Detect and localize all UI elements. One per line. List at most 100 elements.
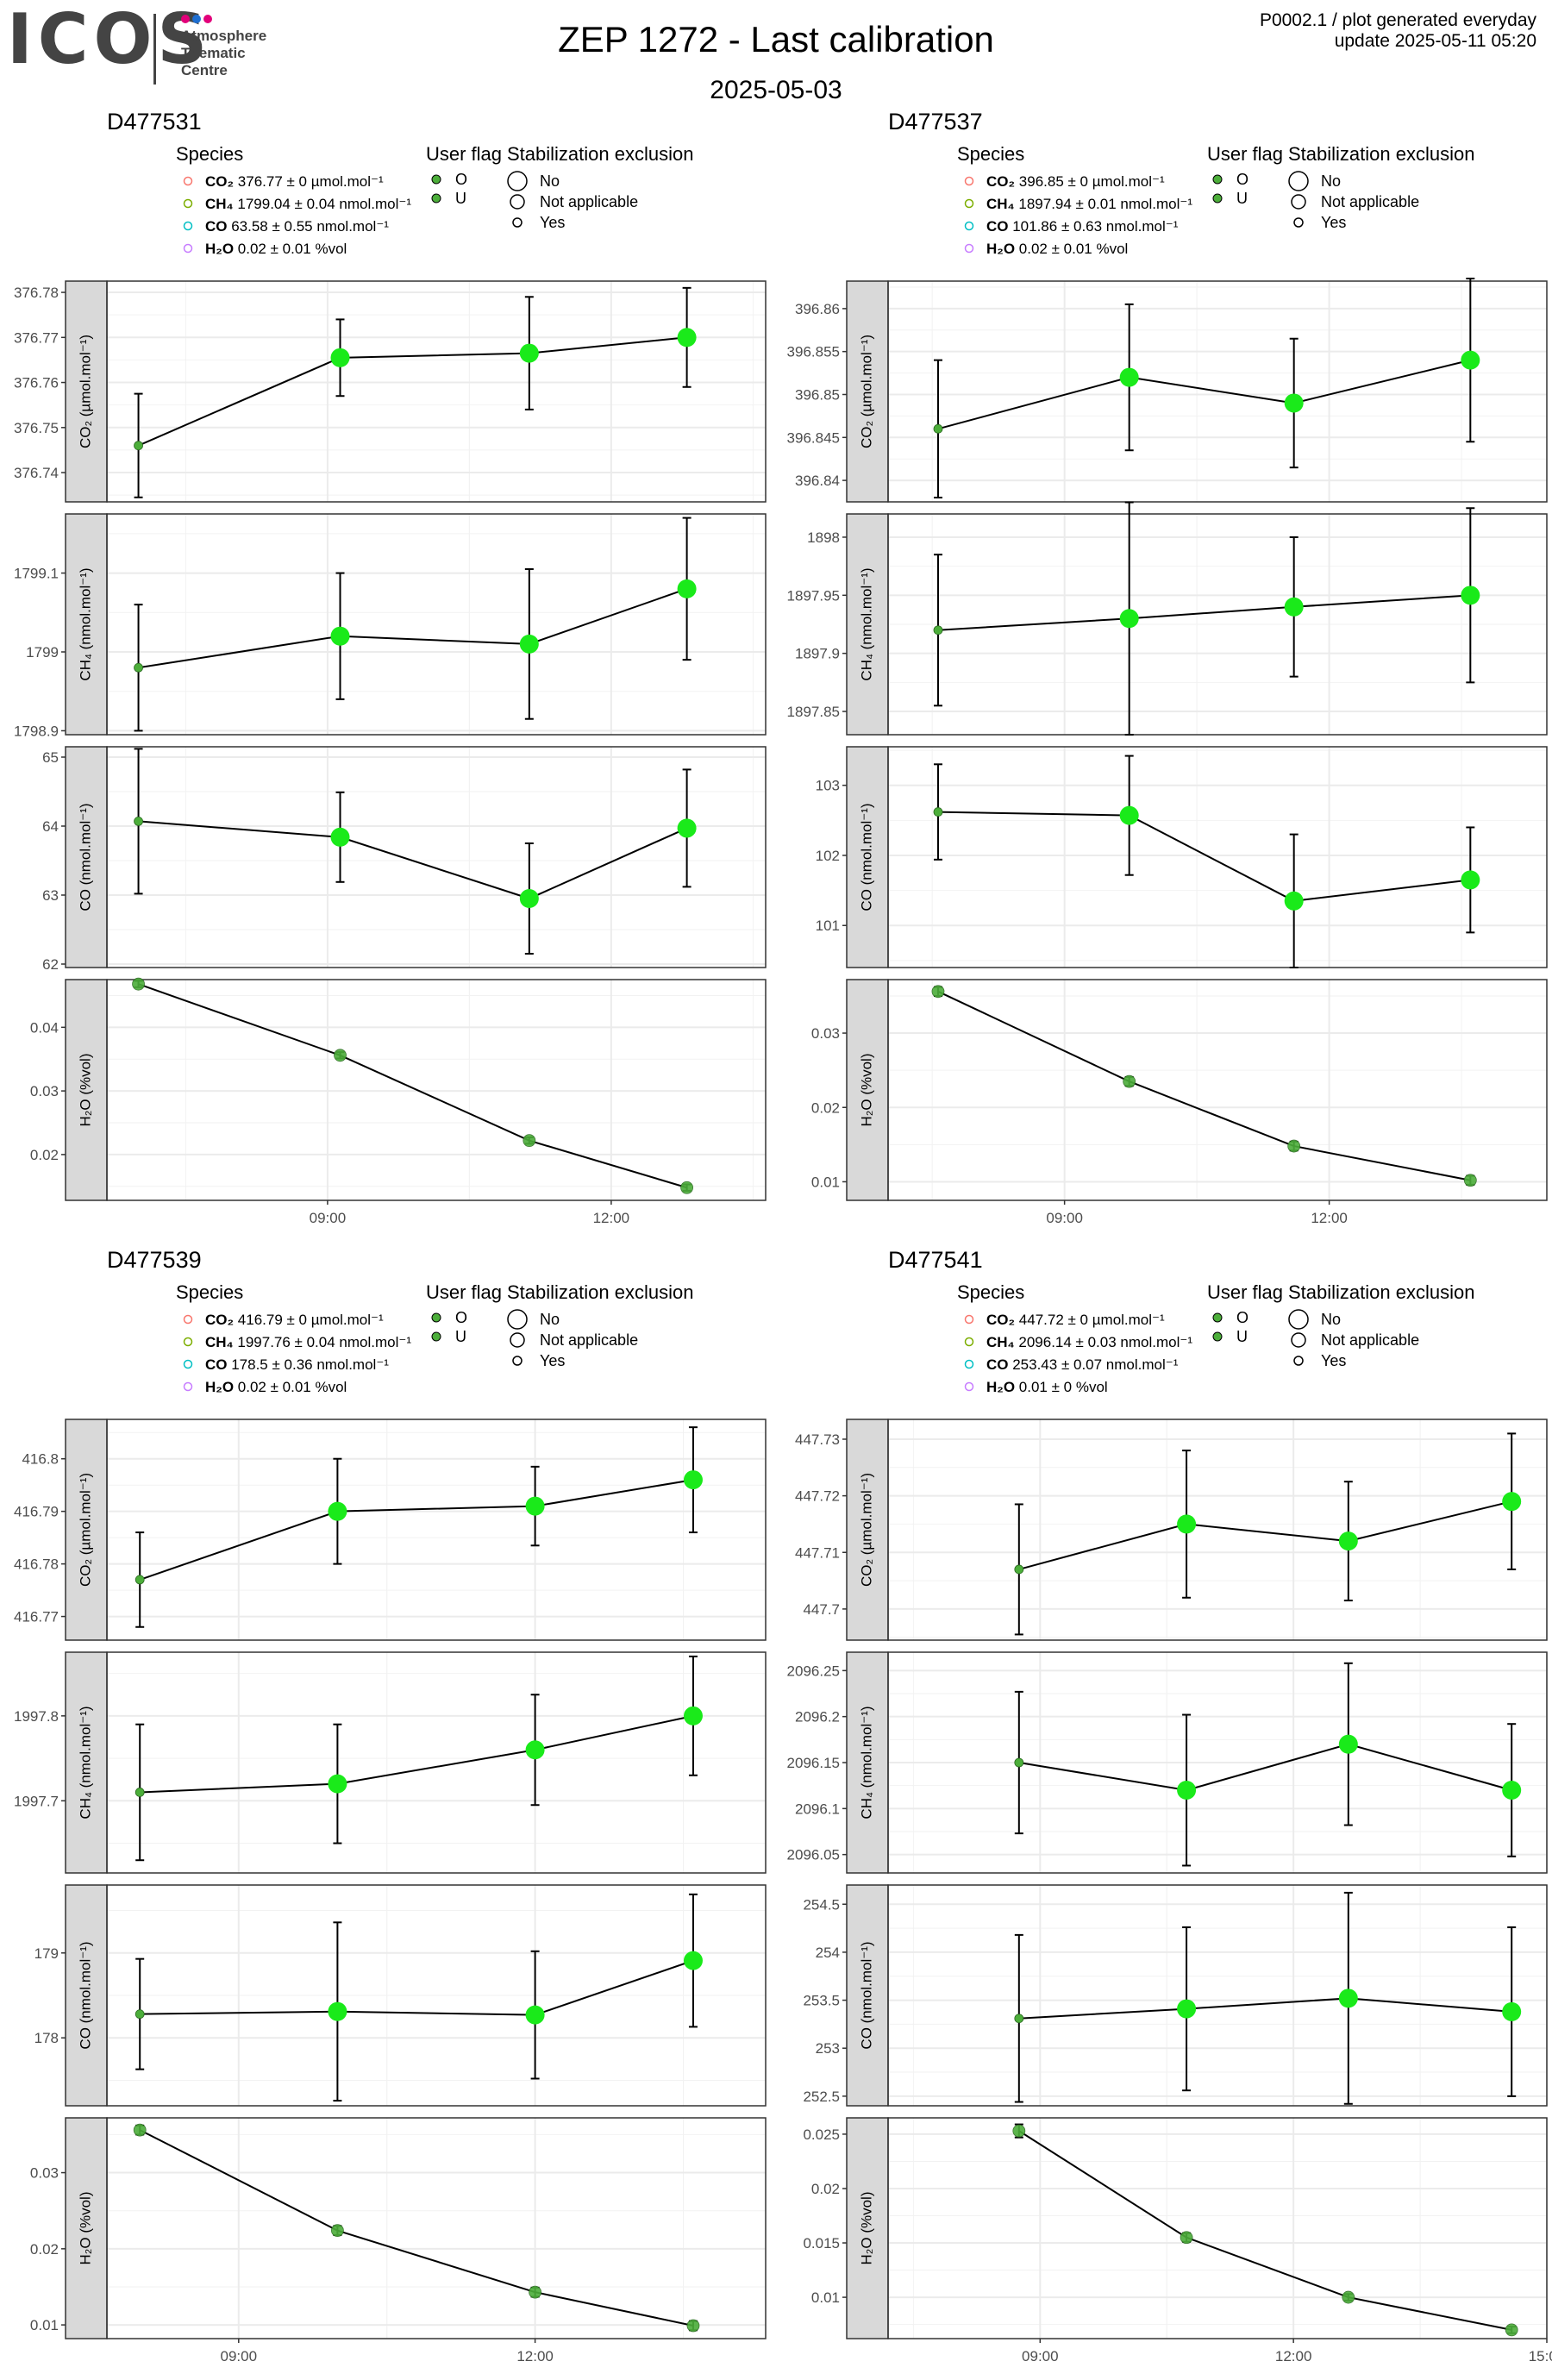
data-point: [1177, 1514, 1197, 1534]
legend-species-key: [183, 198, 193, 209]
legend-species-name: CH₄: [205, 1334, 234, 1350]
legend-species-name: H₂O: [205, 241, 234, 257]
panel-ylabel: CH₄ (nmol.mol⁻¹): [858, 1706, 874, 1819]
y-tick-label: 1897.85: [787, 704, 840, 720]
legend-species-title: Species: [176, 143, 243, 165]
panel: H₂O (%vol) 0.01 0.02 0.03 09:00 12:00: [811, 979, 1548, 1226]
panel-frame: [106, 979, 767, 1201]
legend-stab-label: Yes: [540, 1352, 565, 1369]
legend-species-title: Species: [957, 1281, 1024, 1303]
y-tick-label: 2096.1: [795, 1801, 840, 1817]
page-subtitle: 2025-05-03: [710, 76, 842, 104]
legend-flag-title: User flag: [426, 143, 502, 165]
y-tick-label: 376.77: [14, 329, 59, 346]
legend-species-value: 2096.14 ± 0.03 nmol.mol⁻¹: [1015, 1334, 1193, 1350]
data-point: [519, 634, 539, 654]
legend-species-key: [964, 1314, 974, 1325]
y-tick-label: 447.7: [803, 1601, 840, 1618]
data-point: [523, 1134, 536, 1148]
panel-ylabel: CO₂ (µmol.mol⁻¹): [858, 1473, 874, 1587]
logo-divider: [153, 14, 156, 85]
legend-stab-key: [1293, 1356, 1304, 1366]
y-tick-label: 0.04: [30, 1019, 59, 1036]
data-point: [133, 2123, 147, 2137]
y-tick-label: 0.01: [811, 2289, 840, 2306]
panel-frame: [106, 513, 767, 736]
series-line: [937, 594, 1471, 631]
x-tick-label: 09:00: [221, 2348, 258, 2364]
legend-flag-label: U: [455, 190, 466, 207]
panel: CO₂ (µmol.mol⁻¹) 376.74 376.75 376.76 376.77…: [14, 280, 767, 503]
series-line: [1018, 2130, 1512, 2331]
y-tick-label: 0.01: [811, 1174, 840, 1190]
x-tick-label: 12:00: [1275, 2348, 1312, 2364]
data-point: [1119, 367, 1139, 387]
x-tick-label: 09:00: [1022, 2348, 1059, 2364]
legend-species-name: CO₂: [205, 173, 234, 190]
legend-flag-label: O: [455, 1309, 467, 1326]
y-tick-label: 396.85: [795, 386, 840, 403]
data-point: [334, 1049, 347, 1062]
y-tick-label: 1997.8: [14, 1708, 59, 1725]
legend-species-label: H₂O 0.01 ± 0 %vol: [986, 1379, 1108, 1395]
panel-frame: [887, 2117, 1548, 2339]
data-point: [931, 985, 945, 999]
panel-ylabel: CO₂ (µmol.mol⁻¹): [77, 1473, 93, 1587]
legend-stab-label: Not applicable: [540, 1331, 638, 1349]
chart-title: D477531: [107, 109, 202, 135]
panel-ylabel: CO (nmol.mol⁻¹): [77, 803, 93, 911]
data-point: [933, 807, 943, 817]
series-line: [138, 820, 688, 900]
panel-ylabel: H₂O (%vol): [858, 2192, 874, 2265]
legend-stab-key: [507, 1309, 528, 1330]
legend-species-value: 447.72 ± 0 µmol.mol⁻¹: [1015, 1312, 1165, 1328]
legend-species-label: CO 253.43 ± 0.07 nmol.mol⁻¹: [986, 1356, 1179, 1373]
legend-flag-label: O: [1236, 171, 1248, 188]
panel-strip: [846, 2117, 889, 2339]
data-point: [677, 579, 697, 598]
legend-species-key: [964, 1359, 974, 1369]
data-point: [519, 343, 539, 363]
legend-stab-key: [1291, 194, 1306, 210]
legend-flag-label: U: [1236, 190, 1248, 207]
chart-title: D477539: [107, 1247, 202, 1273]
panel-frame: [106, 1419, 767, 1641]
panel-ylabel: H₂O (%vol): [77, 1054, 93, 1127]
data-point: [1119, 609, 1139, 629]
legend-species-value: 178.5 ± 0.36 nmol.mol⁻¹: [228, 1356, 390, 1373]
logo-subtitle: Atmosphere Thematic Centre: [181, 28, 267, 78]
panel-frame: [887, 280, 1548, 503]
page-title: ZEP 1272 - Last calibration: [558, 19, 994, 60]
data-point: [1461, 350, 1480, 370]
legend-stab-key: [507, 171, 528, 191]
panel: CH₄ (nmol.mol⁻¹) 1897.85 1897.9 1897.95 1898: [787, 501, 1548, 736]
plot-meta: P0002.1 / plot generated everyday update…: [1260, 10, 1536, 52]
y-tick-label: 0.03: [30, 2165, 59, 2182]
data-point: [135, 1788, 145, 1797]
legend-species-value: 1799.04 ± 0.04 nmol.mol⁻¹: [234, 196, 412, 212]
data-point: [135, 2009, 145, 2020]
meta-line-1: P0002.1 / plot generated everyday: [1259, 10, 1536, 30]
legend-species-value: 1997.76 ± 0.04 nmol.mol⁻¹: [234, 1334, 412, 1350]
legend-species-value: 0.02 ± 0.01 %vol: [1015, 241, 1128, 257]
legend-species-value: 101.86 ± 0.63 nmol.mol⁻¹: [1009, 218, 1179, 235]
y-tick-label: 62: [42, 956, 59, 973]
y-tick-label: 0.03: [811, 1025, 840, 1042]
panel-strip: [65, 280, 108, 503]
legend-species-label: CO₂ 447.72 ± 0 µmol.mol⁻¹: [986, 1312, 1165, 1328]
data-point: [1342, 2290, 1355, 2304]
x-tick-label: 09:00: [1046, 1210, 1083, 1226]
data-point: [330, 2224, 344, 2238]
y-tick-label: 179: [34, 1945, 59, 1962]
legend-stab-title: Stabilization exclusion: [1288, 1281, 1474, 1303]
legend-species-label: CO₂ 376.77 ± 0 µmol.mol⁻¹: [205, 173, 384, 190]
panel: CO (nmol.mol⁻¹) 62 63 64 65: [42, 746, 767, 973]
legend-stab-key: [512, 1356, 523, 1366]
panel-frame: [106, 746, 767, 968]
panel: CO (nmol.mol⁻¹) 252.5 253 253.5 254 254.5: [803, 1884, 1548, 2107]
y-tick-label: 2096.15: [787, 1755, 840, 1771]
legend-stab-title: Stabilization exclusion: [1288, 143, 1474, 165]
panel-ylabel: CO (nmol.mol⁻¹): [858, 1941, 874, 2049]
panel: CO₂ (µmol.mol⁻¹) 416.77 416.78 416.79 416.8: [14, 1419, 767, 1641]
data-point: [1284, 393, 1304, 413]
